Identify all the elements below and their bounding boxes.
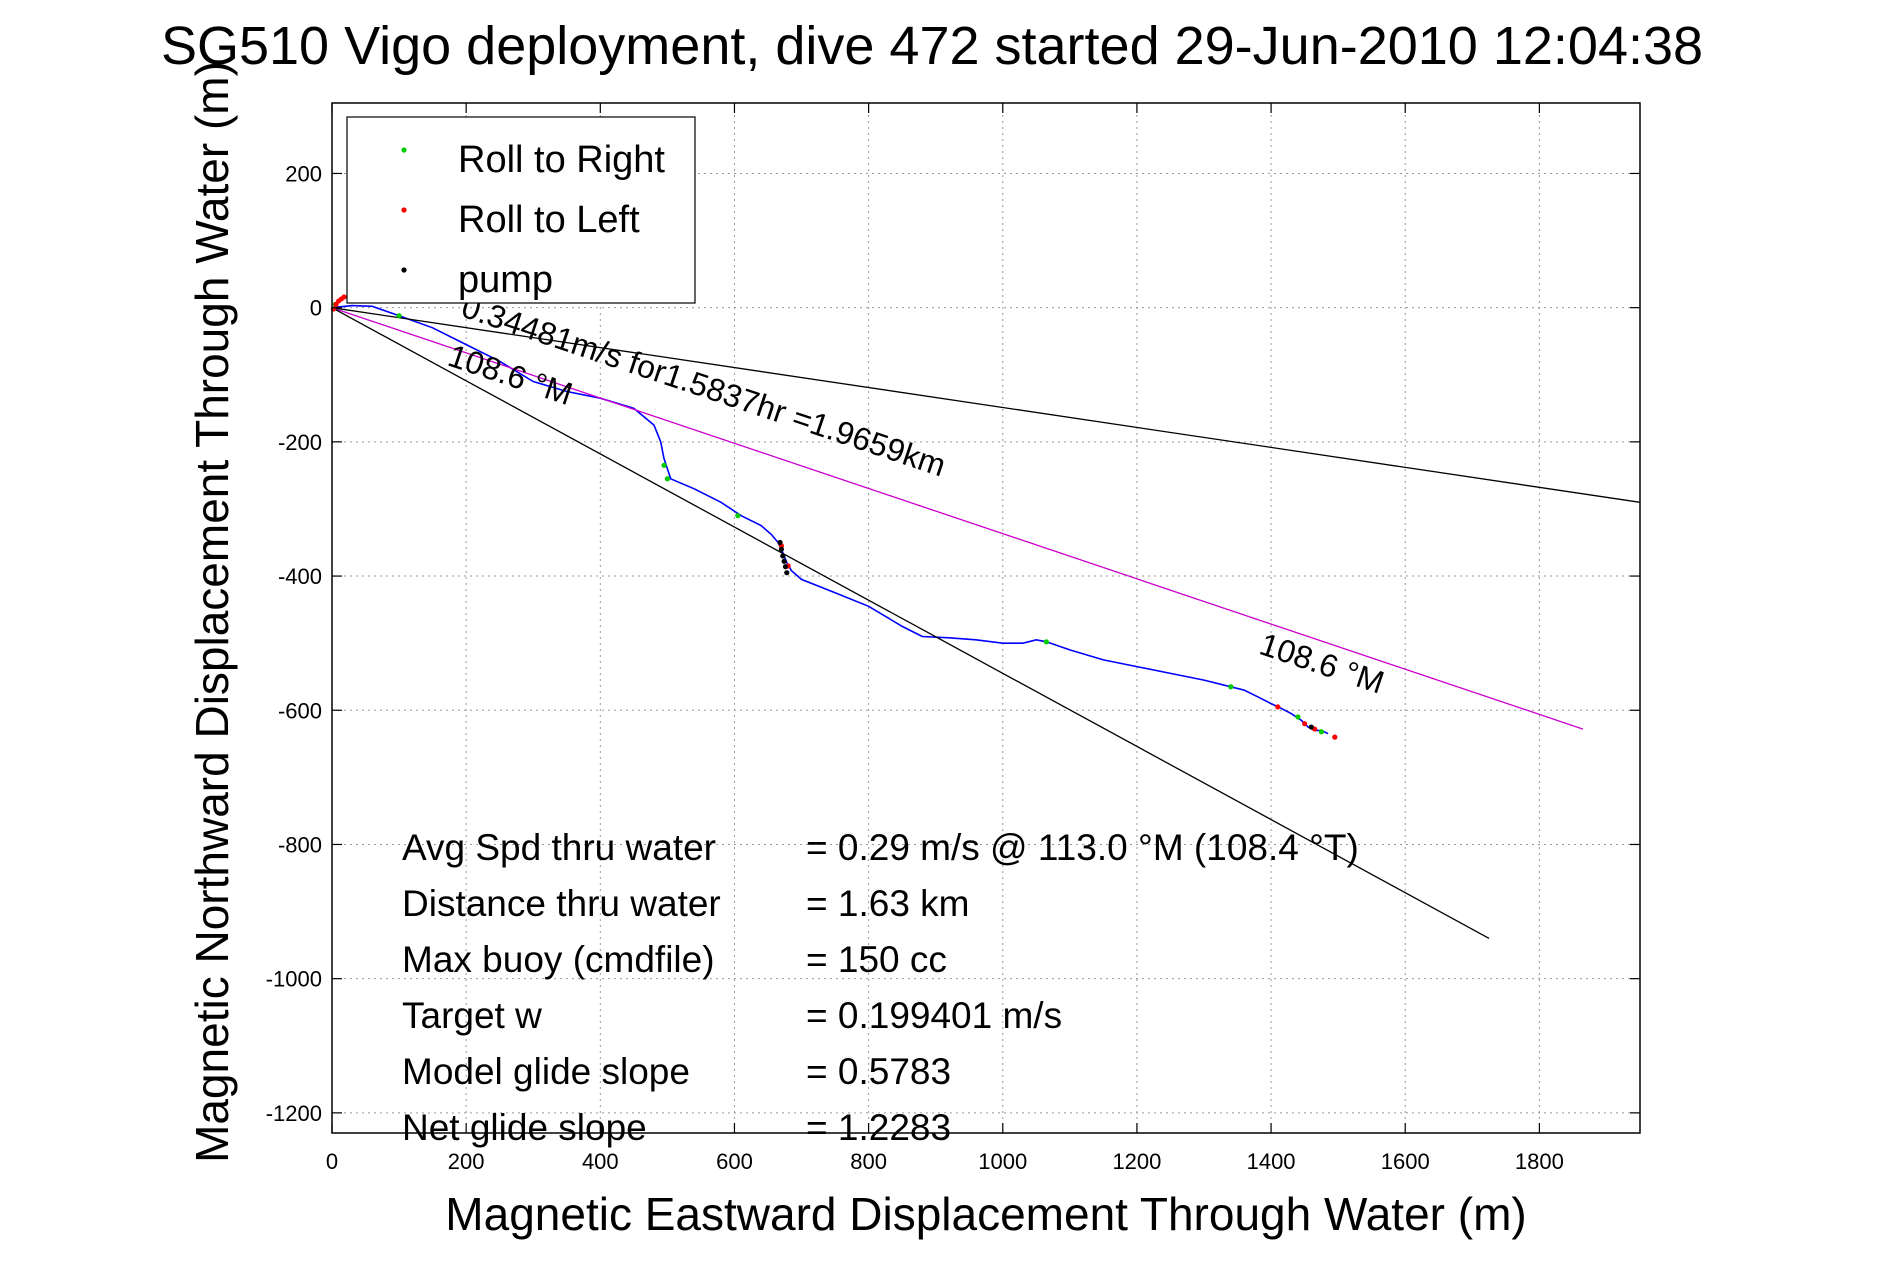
x-tick-label: 1000 [978, 1149, 1027, 1174]
x-tick-label: 1400 [1247, 1149, 1296, 1174]
y-tick-label: -200 [278, 430, 322, 455]
plot-area-frame [331, 102, 1641, 1134]
x-tick-label: 1800 [1515, 1149, 1564, 1174]
marker-roll-left [1332, 734, 1338, 740]
stats-label: Max buoy (cmdfile) [402, 939, 715, 980]
stats-value: = 1.63 km [806, 883, 970, 924]
marker-pump [781, 558, 787, 564]
legend-label: pump [458, 259, 553, 301]
x-tick-label: 200 [448, 1149, 485, 1174]
stats-value: = 150 cc [806, 939, 947, 980]
marker-pump [784, 570, 790, 576]
stats-label: Avg Spd thru water [402, 827, 716, 868]
y-tick-label: -1200 [266, 1101, 322, 1126]
chart-title: SG510 Vigo deployment, dive 472 started … [161, 16, 1703, 76]
marker-roll-right [661, 462, 667, 468]
y-tick-label: -400 [278, 564, 322, 589]
marker-roll-left [1275, 704, 1281, 710]
axis-ticks: 0 200 400 600 800 1000 1200 1400 1600 1800 -1200 -1… [266, 103, 1640, 1174]
legend: Roll to Right Roll to Left pump [346, 116, 696, 304]
marker-roll-right [1043, 639, 1049, 645]
heading-reference-line [331, 307, 1490, 939]
x-tick-label: 400 [582, 1149, 619, 1174]
x-tick-label: 600 [716, 1149, 753, 1174]
heading-reference-line [331, 307, 1641, 503]
marker-pump [1308, 724, 1314, 730]
stats-value: = 1.2283 [806, 1107, 951, 1148]
marker-roll-right [664, 476, 670, 482]
stats-value: = 0.29 m/s @ 113.0 °M (108.4 °T) [806, 827, 1359, 868]
marker-roll-right [396, 313, 402, 319]
marker-roll-right [735, 513, 741, 519]
x-axis-label: Magnetic Eastward Displacement Through W… [445, 1188, 1526, 1240]
legend-marker [401, 207, 407, 213]
legend-marker [401, 147, 407, 153]
marker-pump [782, 564, 789, 570]
heading-reference-line [331, 307, 1584, 730]
data-markers [330, 294, 1338, 740]
y-tick-label: -1000 [266, 967, 322, 992]
stats-text: Avg Spd thru water = 0.29 m/s @ 113.0 °M … [402, 827, 1359, 1148]
stats-label: Net glide slope [402, 1107, 647, 1148]
data-lines [331, 304, 1641, 939]
x-tick-label: 0 [326, 1149, 338, 1174]
stats-label: Model glide slope [402, 1051, 690, 1092]
glider-track-line [331, 304, 1329, 735]
marker-roll-right [1318, 729, 1324, 735]
y-axis-label: Magnetic Northward Displacement Through … [186, 61, 238, 1163]
stats-value: = 0.199401 m/s [806, 995, 1062, 1036]
marker-pump [777, 539, 783, 546]
y-tick-label: 0 [310, 296, 322, 321]
marker-roll-left [1302, 721, 1308, 727]
x-tick-label: 1200 [1112, 1149, 1161, 1174]
marker-pump [778, 546, 785, 552]
marker-roll-right [1228, 684, 1234, 690]
stats-label: Target w [402, 995, 542, 1036]
marker-roll-left [341, 294, 347, 300]
stats-value: = 0.5783 [806, 1051, 951, 1092]
legend-label: Roll to Left [458, 199, 640, 241]
marker-pump [780, 553, 786, 559]
stats-label: Distance thru water [402, 883, 721, 924]
legend-marker [401, 267, 407, 273]
legend-label: Roll to Right [458, 139, 665, 181]
x-tick-label: 800 [850, 1149, 887, 1174]
x-tick-label: 1600 [1381, 1149, 1430, 1174]
marker-roll-right [1295, 714, 1301, 720]
y-tick-label: 200 [285, 161, 322, 186]
y-tick-label: -600 [278, 698, 322, 723]
y-tick-label: -800 [278, 832, 322, 857]
